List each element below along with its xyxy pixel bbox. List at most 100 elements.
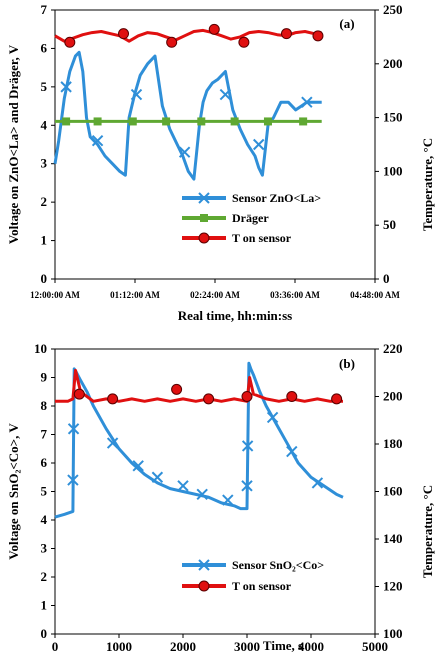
series-point	[222, 494, 234, 506]
y-tick-label: 1	[41, 233, 48, 248]
y-tick-label: 9	[41, 370, 48, 385]
series-point-stroke	[60, 81, 72, 93]
series-point	[130, 88, 143, 101]
series-point	[73, 388, 85, 400]
series-0	[54, 361, 344, 519]
series-point-stroke	[91, 134, 104, 147]
series-point	[331, 393, 343, 405]
x-tick-label: 12:00:00 AM	[30, 290, 80, 300]
series-point	[177, 480, 189, 492]
series-point	[219, 88, 232, 101]
series-1	[55, 368, 343, 405]
series-point	[118, 28, 130, 40]
y2-tick-label: 100	[383, 626, 403, 641]
series-point-stroke	[241, 440, 254, 452]
y2-tick-label: 0	[383, 271, 390, 286]
series-point	[301, 96, 313, 108]
y-tick-label: 0	[41, 271, 48, 286]
series-point-stroke	[252, 138, 265, 151]
series-point	[128, 117, 137, 126]
series-point	[62, 117, 71, 126]
y-tick-label: 10	[34, 341, 47, 356]
chart-panel-0	[51, 9, 379, 283]
y-tick-label: 3	[41, 541, 48, 556]
series-point-stroke	[301, 96, 313, 108]
legend	[182, 192, 226, 244]
series-point	[252, 138, 265, 151]
series-point-stroke	[178, 146, 191, 158]
series-point-stroke	[132, 460, 144, 472]
y-tick-label: 7	[41, 2, 48, 17]
y-tick-label: 4	[41, 117, 48, 132]
series-point-stroke	[130, 88, 143, 101]
y2-tick-label: 160	[383, 484, 403, 499]
series-point	[162, 117, 171, 126]
plot-frame	[54, 348, 376, 635]
y-tick-label: 5	[41, 79, 48, 94]
legend-entry: Sensor SnO₂<Co>	[232, 558, 324, 572]
series-point-stroke	[286, 445, 298, 458]
series-point	[299, 117, 308, 126]
series-point-stroke	[222, 494, 234, 506]
series-point-stroke	[177, 480, 189, 492]
series-point	[230, 117, 239, 126]
x-tick-label: 04:48:00 AM	[350, 290, 400, 300]
y-tick-label: 8	[41, 398, 48, 413]
series-line	[54, 361, 344, 519]
y2-tick-label: 250	[383, 2, 403, 17]
series-point-stroke	[106, 437, 119, 449]
series-point	[312, 30, 324, 42]
series-point	[238, 36, 250, 48]
series-point	[280, 28, 292, 40]
series-point	[178, 146, 191, 158]
y2-tick-label: 140	[383, 531, 403, 546]
y-tick-label: 0	[41, 626, 48, 641]
y2-axis-label: Temperature, °C	[420, 138, 435, 231]
series-point-stroke	[67, 423, 80, 435]
y2-tick-label: 200	[383, 389, 403, 404]
series-point	[208, 23, 220, 35]
series-point-stroke	[241, 480, 253, 492]
series-point	[203, 393, 215, 405]
series-point	[107, 393, 119, 405]
x-tick-label: 5000	[362, 639, 388, 654]
legend-swatch-marker	[198, 580, 210, 592]
series-point	[266, 411, 279, 424]
series-point	[263, 117, 272, 126]
legend-swatch-marker-stroke	[198, 192, 210, 204]
series-point	[171, 383, 183, 395]
y2-tick-label: 180	[383, 436, 403, 451]
legend	[182, 559, 226, 592]
panel-label: (a)	[339, 16, 354, 31]
y-axis-label: Voltage on ZnO<La> and Dräger, V	[6, 44, 21, 244]
series-point	[241, 391, 253, 402]
series-point	[241, 440, 254, 452]
x-tick-label: 0	[52, 639, 59, 654]
series-point	[286, 445, 298, 458]
x-tick-label: 3000	[234, 639, 260, 654]
y2-axis-label: Temperature, °C	[420, 485, 435, 578]
x-tick-label: 03:36:00 AM	[270, 290, 320, 300]
y-tick-label: 1	[41, 598, 48, 613]
y-tick-label: 3	[41, 156, 48, 171]
series-point	[91, 134, 104, 147]
y-axis-label: Voltage on SnO₂<Co>, V	[6, 423, 21, 560]
series-point	[93, 117, 102, 126]
x-tick-label: 02:24:00 AM	[190, 290, 240, 300]
series-point	[241, 480, 253, 492]
legend-swatch-marker-stroke	[198, 559, 210, 571]
y-tick-label: 6	[41, 455, 48, 470]
series-point	[64, 36, 76, 48]
x-tick-label: 01:12:00 AM	[110, 290, 160, 300]
series-line	[54, 28, 322, 43]
y2-tick-label: 100	[383, 163, 403, 178]
y2-tick-label: 200	[383, 56, 403, 71]
series-point	[67, 474, 79, 486]
series-0	[53, 50, 322, 181]
y-tick-label: 6	[41, 40, 48, 55]
y-tick-label: 7	[41, 427, 48, 442]
legend-swatch-marker	[198, 232, 210, 244]
series-point-stroke	[266, 411, 279, 424]
series-line	[55, 368, 343, 403]
